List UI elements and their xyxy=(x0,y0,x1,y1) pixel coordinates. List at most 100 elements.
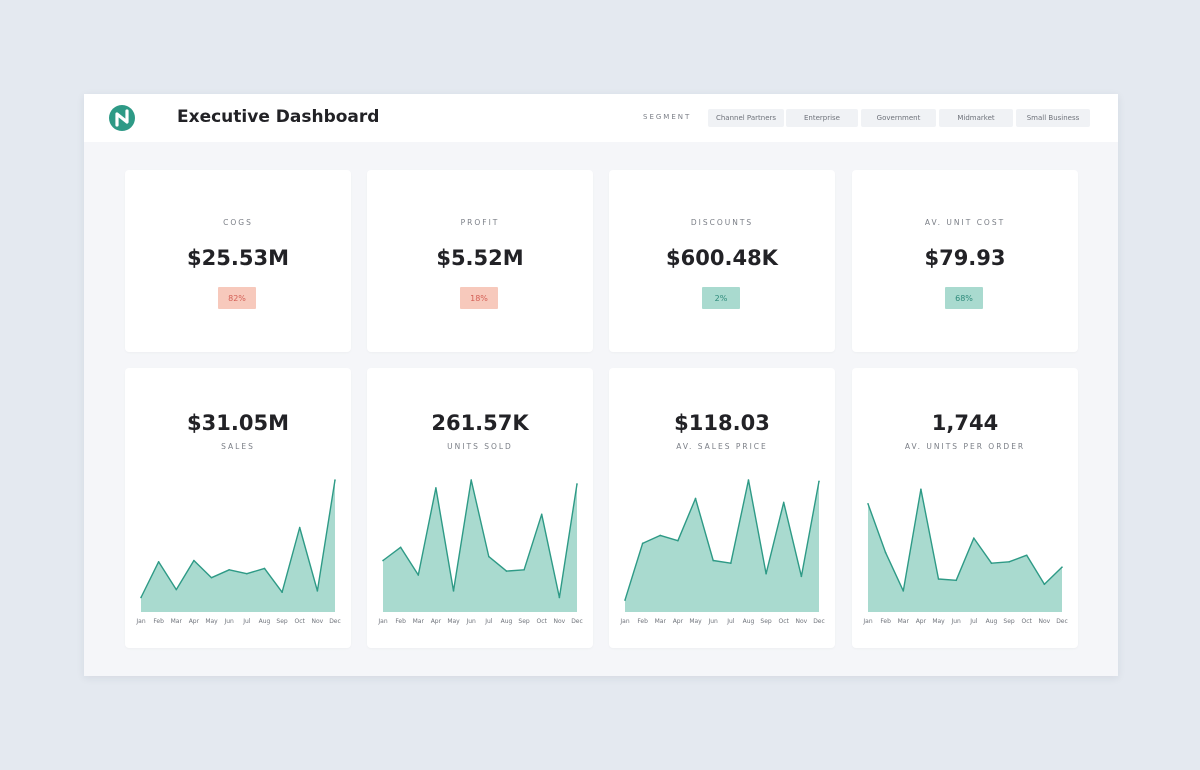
page-title: Executive Dashboard xyxy=(177,107,380,127)
chart-point-feb xyxy=(157,561,160,563)
chart-point-sep xyxy=(1008,561,1010,563)
chart-series-line xyxy=(140,479,336,598)
chart-point-feb xyxy=(399,546,402,549)
kpi-card-cogs: COGS $25.53M 82% xyxy=(125,170,351,352)
kpi-badge: 2% xyxy=(702,287,740,309)
kpi-label: COGS xyxy=(223,218,253,227)
chart-title: AV. UNITS PER ORDER xyxy=(904,442,1026,451)
kpi-value: $25.53M xyxy=(187,246,289,270)
x-tick-label: Sep xyxy=(518,618,530,625)
chart-point-mar xyxy=(902,590,905,592)
segment-button-midmarket[interactable]: Midmarket xyxy=(939,109,1013,127)
chart-point-jul xyxy=(730,562,732,564)
chart-point-jul xyxy=(488,555,490,558)
x-tick-label: Apr xyxy=(431,618,442,625)
chart-point-mar xyxy=(175,588,178,591)
chart-point-jun xyxy=(955,579,957,582)
kpi-card-av-unit-cost: AV. UNIT COST $79.93 68% xyxy=(852,170,1078,352)
x-tick-label: Feb xyxy=(153,618,164,625)
chart-area xyxy=(141,480,335,612)
x-tick-label: Jul xyxy=(242,618,251,625)
chart-title: UNITS SOLD xyxy=(447,442,513,451)
chart-point-feb xyxy=(641,542,644,545)
chart-point-aug xyxy=(747,479,750,481)
chart-point-dec xyxy=(818,480,820,483)
chart-point-nov xyxy=(316,590,319,592)
logo-icon xyxy=(109,105,135,131)
chart-series-line xyxy=(382,479,578,599)
x-tick-label: Sep xyxy=(760,618,772,625)
segment-button-small-business[interactable]: Small Business xyxy=(1016,109,1090,127)
chart-area xyxy=(625,480,819,612)
chart-point-nov xyxy=(1043,583,1046,586)
kpi-card-discounts: DISCOUNTS $600.48K 2% xyxy=(609,170,835,352)
chart-series-line xyxy=(624,479,820,601)
kpi-badge: 68% xyxy=(945,287,983,309)
chart-headline: 261.57K xyxy=(431,411,529,435)
x-tick-label: Sep xyxy=(276,618,288,625)
kpi-badge: 18% xyxy=(460,287,498,309)
chart-point-mar xyxy=(417,574,420,576)
x-tick-label: Nov xyxy=(1039,618,1051,625)
chart-point-oct xyxy=(298,526,301,529)
x-tick-label: Aug xyxy=(501,618,513,625)
x-tick-label: Aug xyxy=(986,618,998,625)
chart-point-apr xyxy=(920,488,922,491)
x-tick-label: Sep xyxy=(1003,618,1015,625)
segment-button-enterprise[interactable]: Enterprise xyxy=(786,109,858,127)
chart-point-nov xyxy=(800,575,803,578)
x-tick-label: Feb xyxy=(880,618,891,625)
chart-point-sep xyxy=(523,568,525,571)
chart-headline: $31.05M xyxy=(187,411,289,435)
x-tick-label: Jun xyxy=(950,618,961,625)
kpi-label: DISCOUNTS xyxy=(690,218,754,227)
chart-point-jun xyxy=(712,559,714,562)
chart-point-oct xyxy=(1025,554,1028,557)
chart-point-may xyxy=(937,578,940,580)
chart-point-jul xyxy=(246,572,248,575)
chart-point-jul xyxy=(973,537,975,539)
header-bar: Executive Dashboard SEGMENT Channel Part… xyxy=(84,94,1118,142)
kpi-value: $600.48K xyxy=(666,246,778,270)
x-tick-label: Oct xyxy=(295,618,306,625)
x-tick-label: Jun xyxy=(465,618,476,625)
chart-point-jun xyxy=(470,479,472,481)
chart-point-mar xyxy=(659,534,662,537)
x-tick-label: Jun xyxy=(707,618,718,625)
chart-av-units-per-order: Jan Feb Mar Apr May Jun Jul Aug Sep Oct Nov Dec xyxy=(862,488,1068,625)
chart-point-dec xyxy=(576,483,578,485)
chart-card-av-units-per-order: 1,744 AV. UNITS PER ORDER Jan Feb Mar Apr Ma… xyxy=(852,368,1078,648)
x-tick-label: Apr xyxy=(189,618,200,625)
kpi-label: AV. UNIT COST xyxy=(924,218,1006,227)
x-tick-label: Feb xyxy=(637,618,648,625)
chart-title: SALES xyxy=(221,442,255,451)
x-tick-label: Oct xyxy=(779,618,790,625)
x-tick-label: May xyxy=(205,618,218,625)
chart-point-may xyxy=(694,497,697,500)
segment-button-government[interactable]: Government xyxy=(861,109,936,127)
chart-sales: Jan Feb Mar Apr May Jun Jul Aug Sep Oct Nov Dec xyxy=(135,479,341,625)
chart-area xyxy=(868,489,1062,612)
x-tick-label: Nov xyxy=(312,618,324,625)
kpi-card-profit: PROFIT $5.52M 18% xyxy=(367,170,593,352)
x-tick-label: Apr xyxy=(673,618,684,625)
x-tick-label: Mar xyxy=(655,618,667,625)
x-tick-label: Oct xyxy=(537,618,548,625)
segment-button-channel-partners[interactable]: Channel Partners xyxy=(708,109,784,127)
x-tick-label: May xyxy=(932,618,945,625)
x-tick-label: Jan xyxy=(619,618,629,625)
x-tick-label: Mar xyxy=(413,618,425,625)
x-tick-label: Feb xyxy=(395,618,406,625)
kpi-label: PROFIT xyxy=(460,218,500,227)
x-tick-label: Jan xyxy=(135,618,145,625)
chart-headline: 1,744 xyxy=(931,411,999,435)
x-tick-label: Jul xyxy=(484,618,493,625)
chart-point-apr xyxy=(435,487,437,489)
x-tick-label: Dec xyxy=(813,618,825,625)
x-tick-label: Jan xyxy=(377,618,387,625)
chart-headline: $118.03 xyxy=(674,411,770,435)
x-tick-label: Mar xyxy=(898,618,910,625)
chart-point-oct xyxy=(782,501,785,504)
x-tick-label: Jul xyxy=(726,618,735,625)
x-tick-label: Aug xyxy=(743,618,755,625)
